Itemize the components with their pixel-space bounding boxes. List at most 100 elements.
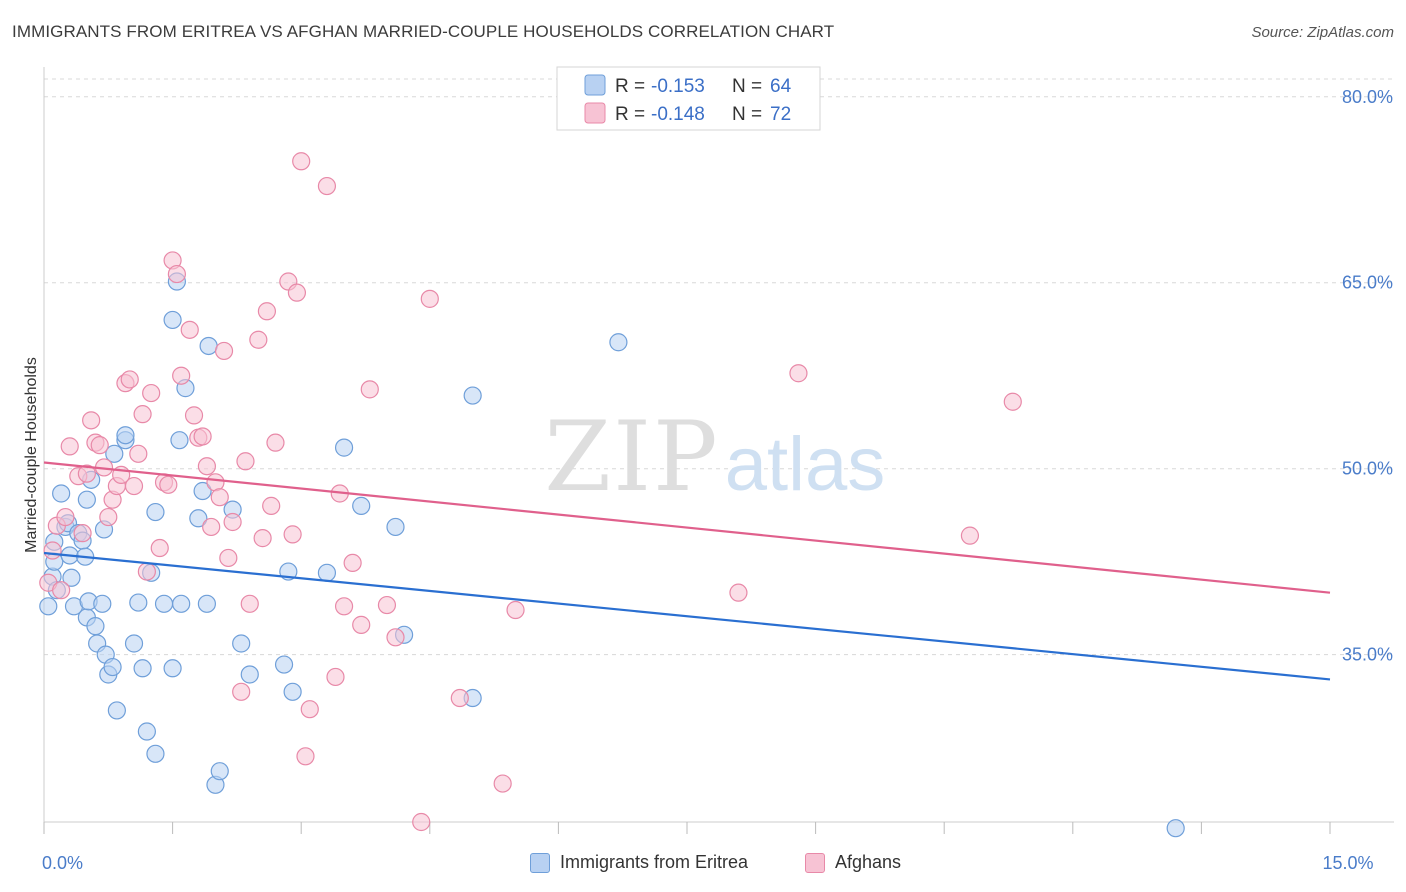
data-point-eritrea — [386, 517, 405, 537]
data-point-eritrea — [193, 481, 212, 501]
data-point-afghans — [253, 529, 272, 548]
data-point-eritrea — [317, 563, 337, 582]
data-point-eritrea — [124, 634, 144, 653]
y-tick-label: 35.0% — [1342, 645, 1393, 665]
data-point-afghans — [236, 452, 255, 471]
data-point-eritrea — [283, 682, 302, 701]
legend-label-afghans: Afghans — [835, 852, 902, 872]
data-point-afghans — [343, 553, 362, 573]
legend-n-value: 64 — [770, 76, 792, 97]
legend-r-value: -0.153 — [651, 76, 705, 97]
data-point-afghans — [240, 594, 259, 613]
data-point-afghans — [184, 406, 204, 425]
data-point-eritrea — [103, 657, 122, 677]
data-point-afghans — [129, 444, 148, 463]
legend-n-value: 72 — [770, 104, 791, 125]
data-point-afghans — [159, 475, 178, 494]
data-point-afghans — [223, 512, 242, 532]
data-point-eritrea — [232, 634, 251, 653]
data-point-eritrea — [210, 762, 229, 781]
data-point-eritrea — [163, 310, 182, 330]
data-point-eritrea — [39, 597, 58, 616]
data-point-afghans — [287, 283, 307, 302]
data-point-eritrea — [107, 701, 126, 720]
data-point-afghans — [60, 437, 79, 456]
tick-labels: 80.0% 65.0% 50.0% 35.0% 0.0% 15.0% — [42, 87, 1393, 873]
legend-bottom: Immigrants from Eritrea Afghans — [0, 852, 1406, 878]
data-point-eritrea — [189, 509, 208, 528]
data-point-afghans — [249, 330, 268, 349]
data-point-afghans — [960, 526, 980, 545]
data-point-eritrea — [146, 744, 165, 763]
data-point-eritrea — [334, 438, 354, 457]
legend-n-label: N = — [732, 76, 762, 97]
data-point-eritrea — [170, 431, 189, 450]
data-point-afghans — [193, 427, 212, 446]
data-point-afghans — [210, 488, 229, 507]
source-credit: Source: ZipAtlas.com — [1251, 24, 1394, 41]
data-point-eritrea — [62, 568, 81, 587]
data-point-eritrea — [1166, 819, 1185, 838]
data-point-afghans — [352, 615, 371, 634]
data-point-afghans — [789, 364, 808, 383]
y-tick-label: 50.0% — [1342, 459, 1393, 479]
data-point-afghans — [334, 597, 354, 616]
y-tick-label: 65.0% — [1342, 273, 1393, 293]
data-point-eritrea — [199, 336, 218, 356]
x-tick-label: 0.0% — [42, 853, 83, 873]
data-point-afghans — [99, 507, 118, 527]
data-point-afghans — [120, 370, 139, 389]
data-point-afghans — [56, 507, 75, 527]
data-point-eritrea — [352, 496, 371, 515]
data-point-eritrea — [93, 594, 112, 613]
data-point-afghans — [133, 405, 152, 424]
data-point-afghans — [360, 380, 379, 399]
data-point-afghans — [450, 688, 469, 708]
data-point-afghans — [300, 700, 319, 719]
data-point-afghans — [1003, 392, 1022, 411]
data-point-afghans — [142, 383, 161, 403]
legend-n-label: N = — [732, 104, 762, 125]
data-point-afghans — [214, 341, 234, 361]
data-point-afghans — [493, 774, 512, 793]
data-point-eritrea — [463, 386, 482, 405]
trend-line-afghans — [43, 461, 1331, 594]
data-point-afghans — [52, 581, 71, 600]
data-point-eritrea — [86, 617, 105, 636]
axis-layer — [43, 67, 1394, 834]
legend-swatch-afghans — [805, 852, 825, 873]
trend-line-eritrea — [43, 551, 1331, 681]
chart-title: IMMIGRANTS FROM ERITREA VS AFGHAN MARRIE… — [12, 22, 835, 41]
data-point-afghans — [202, 517, 221, 537]
data-point-eritrea — [197, 594, 216, 613]
legend-item-afghans[interactable]: Afghans — [805, 852, 901, 873]
data-point-eritrea — [172, 594, 191, 613]
data-point-afghans — [172, 366, 191, 385]
data-point-afghans — [219, 548, 238, 568]
data-point-afghans — [412, 812, 431, 832]
data-point-afghans — [43, 541, 62, 560]
legend-item-eritrea[interactable]: Immigrants from Eritrea — [530, 852, 748, 873]
grid-layer — [44, 78, 1394, 656]
trend-layer — [43, 461, 1331, 681]
legend-r-label: R = — [615, 76, 645, 97]
data-point-afghans — [729, 583, 748, 602]
data-point-afghans — [90, 436, 109, 455]
data-point-afghans — [232, 682, 251, 701]
data-point-afghans — [124, 476, 144, 496]
data-point-afghans — [506, 600, 525, 620]
data-point-afghans — [82, 411, 101, 430]
legend-label-eritrea: Immigrants from Eritrea — [560, 852, 749, 872]
x-tick-label: 15.0% — [1322, 853, 1373, 873]
data-point-afghans — [266, 433, 285, 452]
data-point-eritrea — [609, 333, 628, 352]
data-point-eritrea — [133, 659, 152, 678]
data-point-eritrea — [137, 722, 156, 741]
legend-swatch-afghans — [584, 102, 606, 124]
data-point-eritrea — [146, 502, 165, 522]
legend-r-label: R = — [615, 104, 645, 125]
legend-top: R = -0.153 N = 64 R = -0.148 N = 72 — [556, 66, 821, 131]
data-point-eritrea — [163, 659, 182, 678]
data-point-eritrea — [105, 444, 124, 463]
data-point-afghans — [197, 457, 216, 476]
